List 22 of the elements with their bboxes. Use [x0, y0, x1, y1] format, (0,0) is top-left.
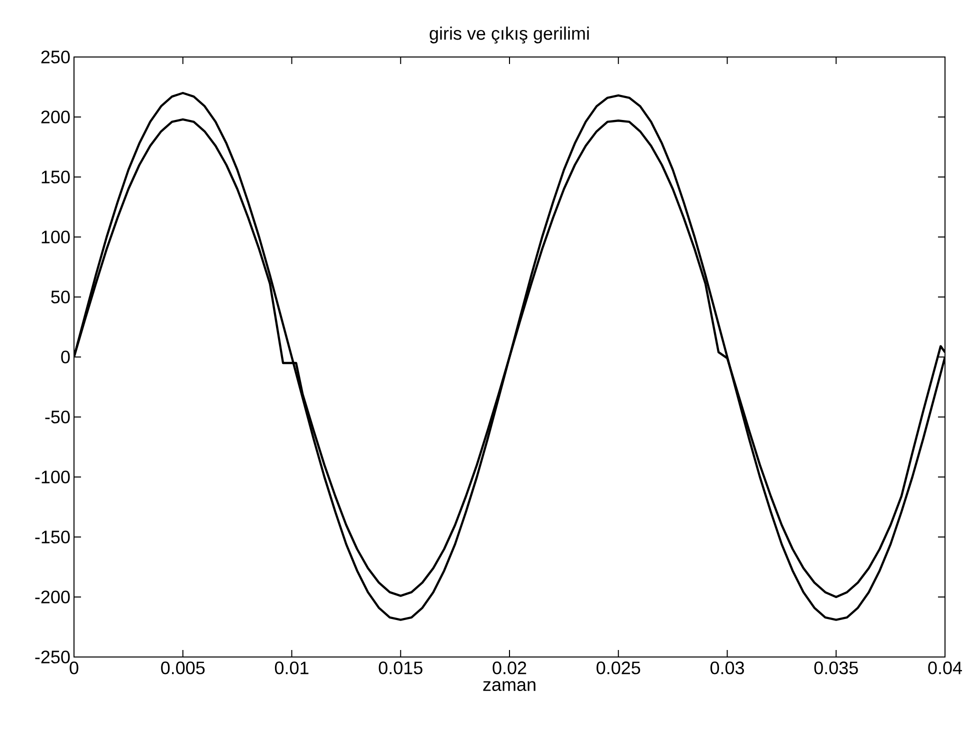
y-tick-label: 250 [41, 50, 70, 64]
x-tick-label: 0.015 [378, 662, 422, 674]
x-tick-label: 0.04 [928, 662, 962, 674]
y-tick-label: -50 [45, 410, 70, 424]
y-tick-label: -250 [35, 650, 70, 664]
y-tick-label: -150 [35, 530, 70, 544]
x-tick-label: 0.025 [596, 662, 640, 674]
y-tick-label: 150 [42, 170, 70, 184]
y-tick-label: -200 [35, 590, 70, 604]
y-tick-label: 100 [42, 230, 70, 244]
x-axis-title: zaman [483, 681, 536, 691]
chart-title: giris ve çıkış gerilimi [430, 26, 589, 44]
x-tick-label: 0.035 [814, 662, 858, 674]
x-tick-label: 0.005 [161, 662, 205, 674]
x-tick-label: 0 [70, 662, 78, 674]
x-tick-label: 0.02 [492, 662, 526, 674]
y-tick-label: 200 [41, 110, 70, 124]
y-tick-label: 50 [51, 290, 70, 304]
y-tick-label: -100 [35, 470, 70, 484]
y-tick-label: 0 [61, 350, 70, 364]
x-tick-label: 0.03 [710, 662, 744, 674]
x-tick-label: 0.01 [274, 662, 308, 674]
